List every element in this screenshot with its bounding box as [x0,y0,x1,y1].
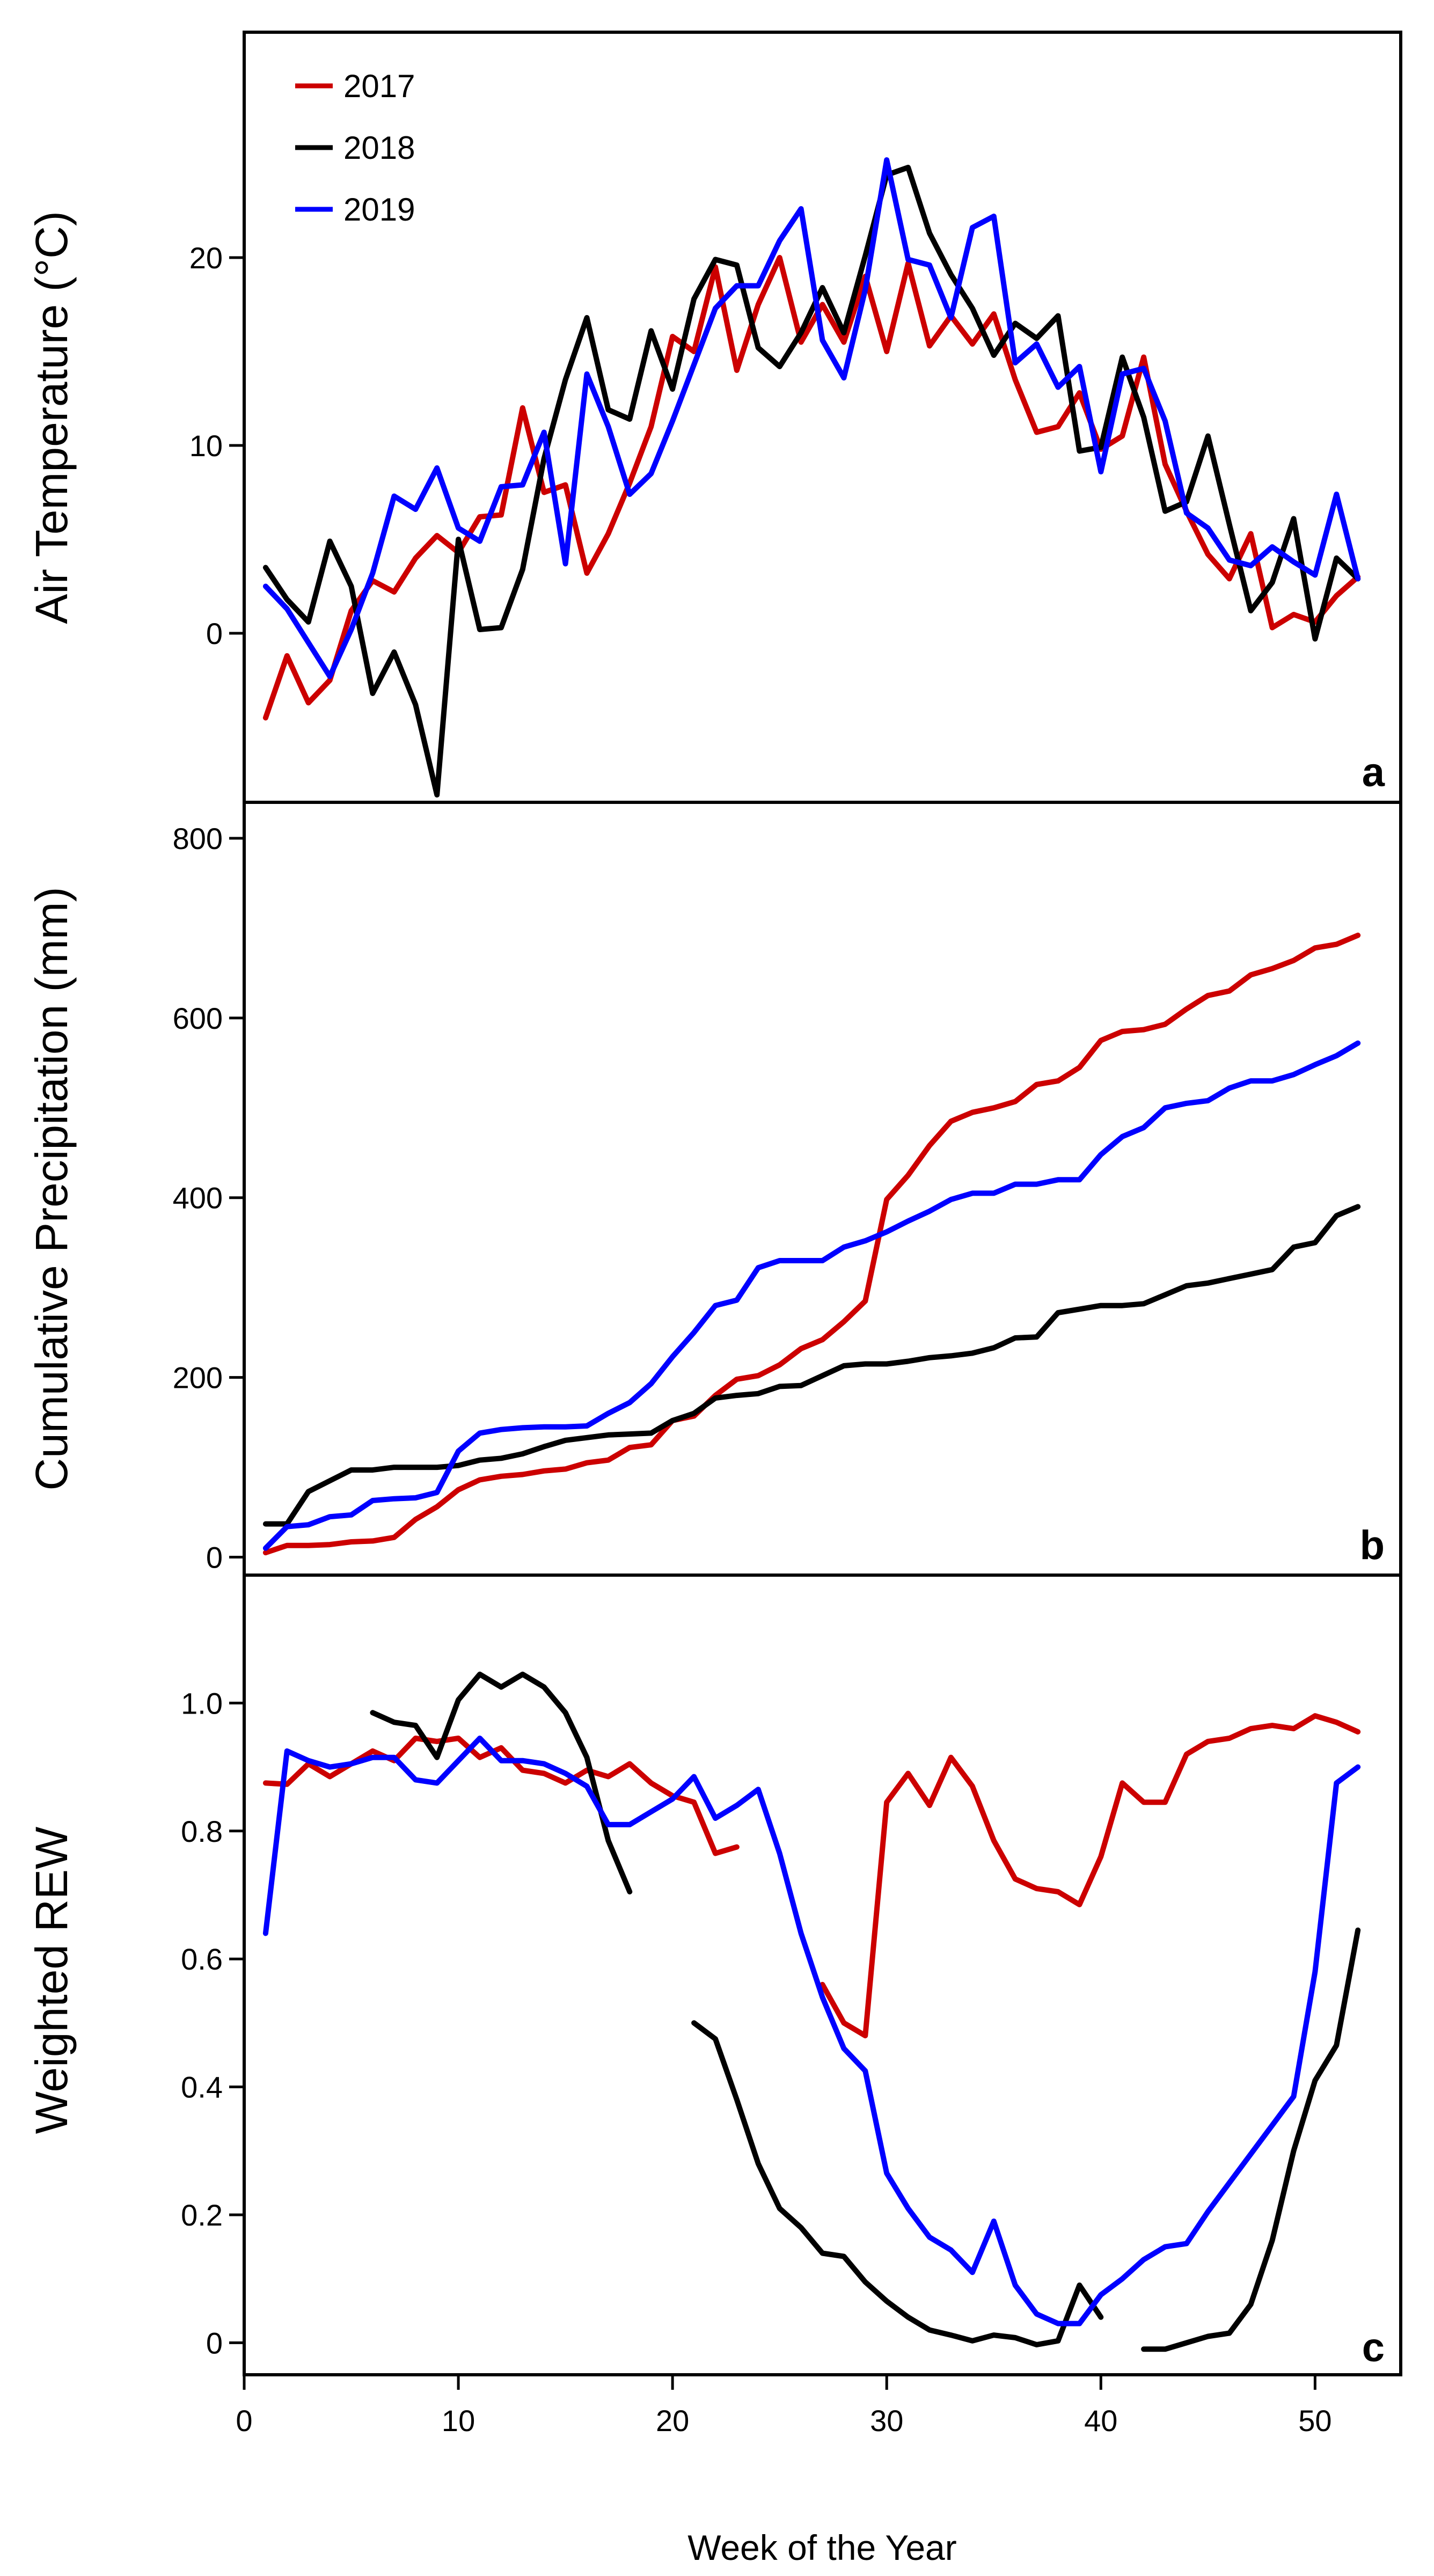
panel-c-y-tick-label: 0.8 [181,1814,223,1848]
panel-c-frame [243,1574,1402,2376]
panel-b-series-2019 [262,1040,1361,1551]
panel-a-series-2019 [262,157,1361,679]
panel-a-y-tick-label: 0 [206,617,223,650]
panel-b-y-axis: 0 200 400 600 800 [173,822,244,1575]
panel-a-y-axis-title: Air Temperature (°C) [26,211,77,624]
panel-a-series-2017 [262,255,1361,721]
panel-c-series-2019 [262,1736,1361,2326]
panel-a-y-tick-label: 10 [189,429,223,463]
legend-label-2017: 2017 [343,68,415,104]
panel-c-series-2018-segment-3 [1141,1927,1361,2352]
legend-label-2019: 2019 [343,192,415,228]
panel-c-weighted-rew: 0 0.2 0.4 0.6 0.8 1.0 0 10 20 30 40 50 Weighted RE… [26,1574,1402,2567]
x-tick-label: 50 [1298,2404,1331,2438]
x-tick-label: 10 [442,2404,475,2438]
panel-a-y-tick-label: 20 [189,241,223,275]
panel-b-series-2017 [262,932,1361,1556]
panel-a-series-2018 [262,165,1361,797]
panel-a-y-axis: 0 10 20 [189,241,244,650]
x-axis-title: Week of the Year [687,2528,956,2567]
x-tick-label: 40 [1084,2404,1117,2438]
panel-c-series-2017-segment-2 [820,1713,1361,2039]
panel-c-series-2018-segment-1 [370,1671,633,1894]
panel-b-y-axis-title: Cumulative Precipitation (mm) [26,887,77,1491]
panel-c-y-tick-label: 0.6 [181,1942,223,1976]
panel-b-y-tick-label: 0 [206,1541,223,1575]
panel-c-letter: c [1362,2325,1385,2370]
panel-a-series [262,157,1361,797]
panel-c-y-tick-label: 0.4 [181,2070,223,2104]
panel-a-air-temperature: 0 10 20 Air Temperature (°C) a 2017 2018 2… [26,31,1402,804]
x-tick-label: 20 [656,2404,689,2438]
x-axis: 0 10 20 30 40 50 [236,2375,1332,2438]
x-tick-label: 0 [236,2404,252,2438]
panel-b-cumulative-precipitation: 0 200 400 600 800 Cumulative Precipitation (… [26,801,1402,1577]
panel-b-y-tick-label: 600 [173,1001,223,1035]
panel-c-y-tick-label: 0.2 [181,2198,223,2232]
panel-b-series [262,932,1361,1556]
x-tick-label: 30 [870,2404,903,2438]
panel-c-series [262,1671,1361,2352]
panel-c-y-tick-label: 1.0 [181,1686,223,1720]
panel-b-y-tick-label: 400 [173,1181,223,1215]
panel-b-letter: b [1360,1523,1385,1568]
panel-b-y-tick-label: 800 [173,822,223,855]
panel-c-y-tick-label: 0 [206,2326,223,2360]
panel-c-y-axis: 0 0.2 0.4 0.6 0.8 1.0 [181,1686,244,2360]
panel-c-series-2018-segment-2 [691,2020,1104,2347]
panel-c-y-axis-title: Weighted REW [26,1827,77,2134]
panel-b-y-tick-label: 200 [173,1361,223,1395]
panel-c-series-2017-segment-1 [262,1736,740,1856]
legend-label-2018: 2018 [343,130,415,166]
panel-a-letter: a [1362,750,1385,795]
legend: 2017 2018 2019 [295,68,415,228]
